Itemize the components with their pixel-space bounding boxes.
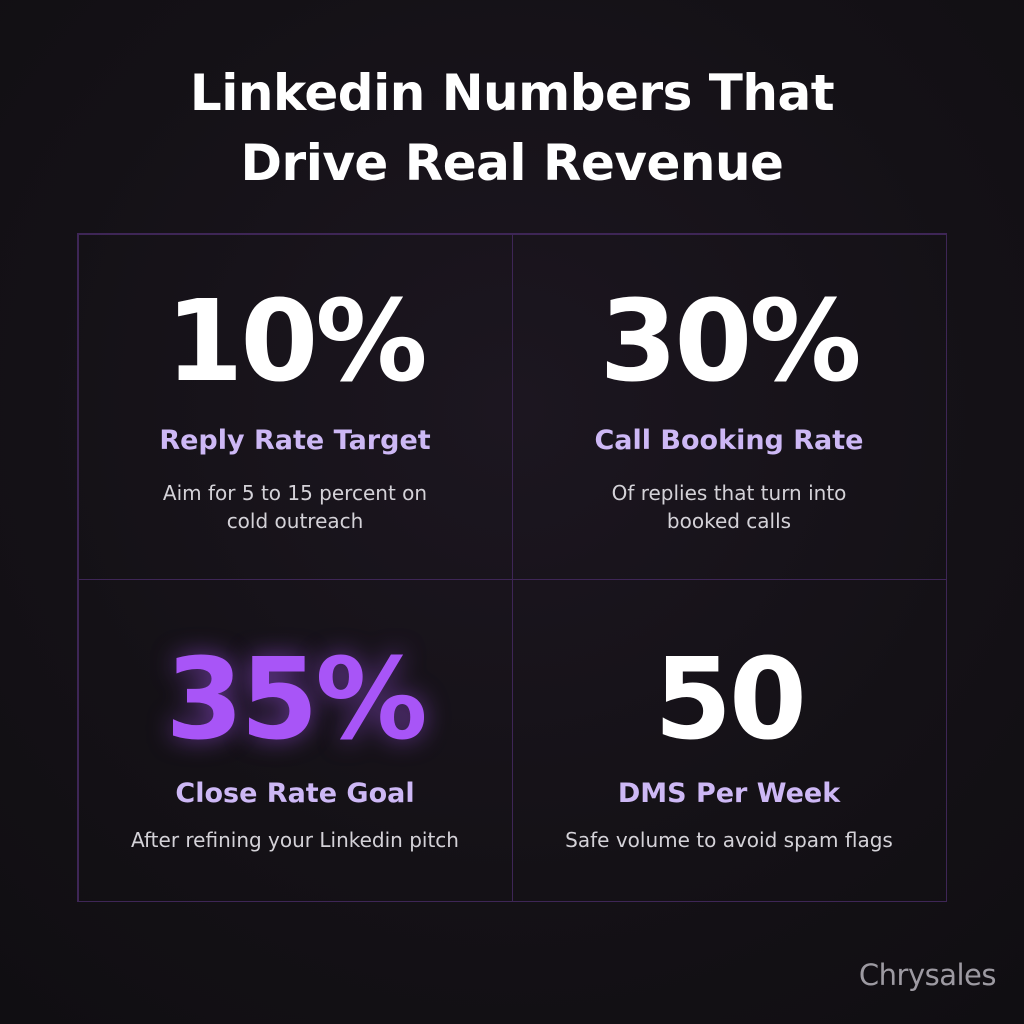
stat-value: 30% (599, 276, 861, 407)
description-line: Safe volume to avoid spam flags (565, 827, 893, 852)
stat-description: Safe volume to avoid spam flags (513, 826, 946, 854)
description-line: After refining your Linkedin pitch (131, 827, 459, 852)
stat-description: Aim for 5 to 15 percent on cold outreach (79, 479, 512, 535)
stat-label: Close Rate Goal (175, 777, 415, 809)
stat-card: 50 DMS Per Week Safe volume to avoid spam … (511, 578, 947, 902)
stat-value: 10% (165, 276, 427, 407)
stat-label: Call Booking Rate (594, 424, 864, 456)
description-line: cold outreach (226, 508, 364, 533)
description-line: Of replies that turn into (611, 480, 847, 505)
stat-description: After refining your Linkedin pitch (79, 826, 512, 854)
stat-card: 10% Reply Rate Target Aim for 5 to 15 perc… (77, 233, 513, 580)
stat-card: 35% Close Rate Goal After refining your Li… (77, 578, 513, 902)
stat-description: Of replies that turn into booked calls (513, 479, 946, 535)
description-line: booked calls (666, 508, 792, 533)
brand: Chrysales (858, 958, 997, 992)
stat-card: 30% Call Booking Rate Of replies that turn… (511, 233, 947, 580)
title: Linkedin Numbers That Drive Real Revenue (0, 58, 1024, 198)
stats-grid: 10% Reply Rate Target Aim for 5 to 15 perc… (77, 233, 947, 902)
stat-value: 35% (165, 634, 427, 765)
stat-label: Reply Rate Target (159, 424, 431, 456)
title-line: Drive Real Revenue (240, 134, 784, 192)
title-line: Linkedin Numbers That (189, 64, 835, 122)
description-line: Aim for 5 to 15 percent on (162, 480, 428, 505)
stat-label: DMS Per Week (617, 777, 841, 809)
stat-value: 50 (654, 634, 807, 765)
